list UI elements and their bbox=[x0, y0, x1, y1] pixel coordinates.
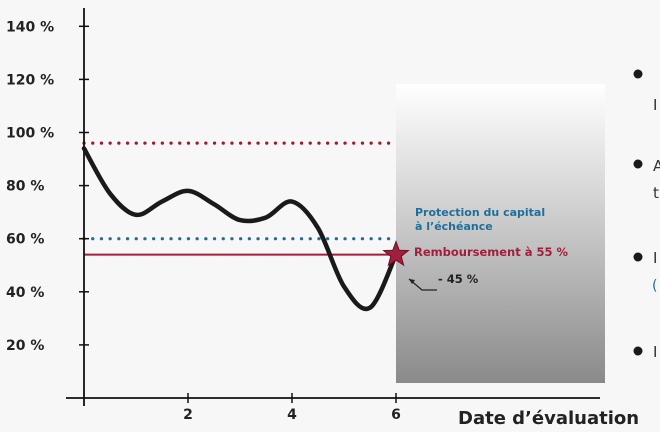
annotation-loss: - 45 % bbox=[438, 272, 479, 286]
x-axis-label: Date d’évaluation bbox=[458, 408, 639, 429]
bullet-2 bbox=[633, 159, 643, 169]
series-line bbox=[81, 146, 399, 312]
y-tick-label: 140 % bbox=[6, 19, 54, 35]
x-tick-label: 4 bbox=[287, 407, 297, 423]
bullet-3-text: I bbox=[653, 249, 657, 267]
x-tick-label: 6 bbox=[391, 407, 401, 423]
bullet-1 bbox=[633, 69, 643, 79]
x-tick-label: 2 bbox=[183, 407, 193, 423]
bullet-1-text: I bbox=[653, 96, 657, 114]
annotation-protection-line2: à l’échéance bbox=[415, 220, 493, 233]
bullet-3-accent: ( bbox=[652, 278, 657, 294]
annotation-repayment: Remboursement à 55 % bbox=[414, 245, 569, 259]
side-bullets: I A t I ( I bbox=[633, 69, 660, 361]
y-tick-label: 20 % bbox=[6, 338, 44, 354]
bullet-2-text-cont: t bbox=[653, 184, 659, 202]
bullet-4-text: I bbox=[653, 343, 657, 361]
bullet-3 bbox=[633, 252, 643, 262]
star-marker bbox=[382, 240, 410, 267]
y-tick-label: 40 % bbox=[6, 285, 44, 301]
bullet-2-text: A bbox=[653, 157, 660, 175]
loss-arrow bbox=[408, 278, 437, 291]
annotation-protection-line1: Protection du capital bbox=[415, 206, 545, 219]
y-tick-label: 100 % bbox=[6, 126, 54, 142]
y-tick-label: 120 % bbox=[6, 72, 54, 88]
bullet-4 bbox=[633, 346, 643, 356]
y-tick-label: 60 % bbox=[6, 232, 44, 248]
maturity-shaded-region bbox=[396, 84, 605, 383]
y-tick-label: 80 % bbox=[6, 179, 44, 195]
